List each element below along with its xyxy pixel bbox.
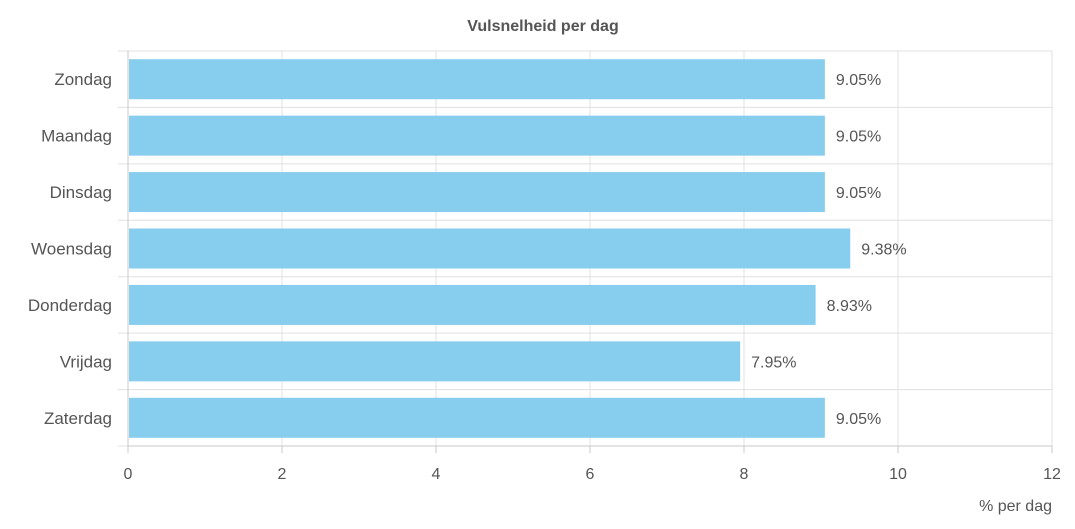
value-label: 9.05%	[836, 411, 881, 428]
value-label: 9.05%	[836, 129, 881, 146]
category-label: Dinsdag	[50, 183, 112, 202]
bar-zaterdag[interactable]	[129, 397, 825, 438]
value-label: 7.95%	[751, 354, 796, 371]
x-tick-label: 10	[889, 466, 907, 483]
x-axis-title: % per dag	[979, 498, 1052, 515]
category-label: Donderdag	[28, 296, 112, 315]
bar-dinsdag[interactable]	[129, 172, 825, 213]
bar-donderdag[interactable]	[129, 284, 816, 325]
bar-vrijdag[interactable]	[129, 341, 741, 382]
value-label: 9.05%	[836, 185, 881, 202]
category-label: Maandag	[41, 127, 112, 146]
category-label: Zaterdag	[44, 409, 112, 428]
bar-woensdag[interactable]	[129, 228, 851, 269]
x-tick-label: 0	[124, 466, 133, 483]
value-label: 9.38%	[861, 242, 906, 259]
x-tick-label: 12	[1043, 466, 1061, 483]
category-label: Zondag	[54, 70, 112, 89]
x-tick-label: 6	[586, 466, 595, 483]
x-tick-label: 2	[278, 466, 287, 483]
category-labels: Zondag Maandag Dinsdag Woensdag Donderdag Vri…	[28, 70, 112, 428]
x-axis-ticks: 0 2 4 6 8 10 12	[124, 446, 1061, 483]
x-tick-label: 4	[432, 466, 441, 483]
x-tick-label: 8	[740, 466, 749, 483]
bar-maandag[interactable]	[129, 115, 825, 156]
category-label: Woensdag	[31, 240, 112, 259]
value-label: 8.93%	[827, 298, 872, 315]
bars-layer	[129, 59, 851, 438]
value-labels: 9.05% 9.05% 9.05% 9.38% 8.93% 7.95% 9.05%	[751, 72, 906, 428]
category-label: Vrijdag	[60, 352, 112, 371]
bar-zondag[interactable]	[129, 59, 825, 100]
value-label: 9.05%	[836, 72, 881, 89]
grid-layer	[118, 50, 1053, 447]
chart-title: Vulsnelheid per dag	[467, 18, 618, 35]
